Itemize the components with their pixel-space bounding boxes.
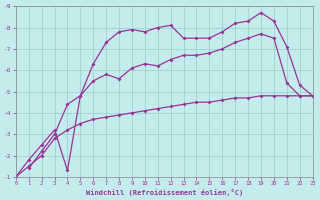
X-axis label: Windchill (Refroidissement éolien,°C): Windchill (Refroidissement éolien,°C) (85, 189, 243, 196)
